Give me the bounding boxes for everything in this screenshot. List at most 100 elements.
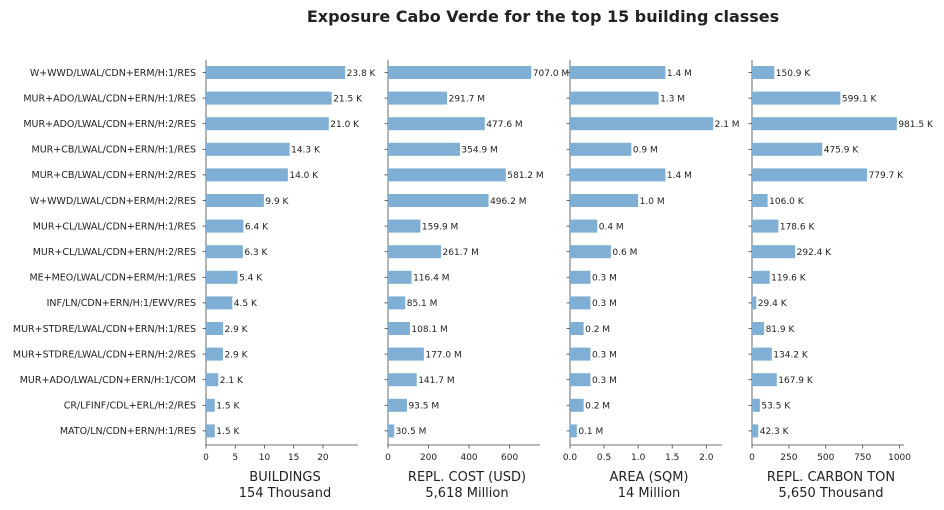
x-axis-label: AREA (SQM): [609, 470, 688, 485]
data-label: 93.5 M: [408, 402, 439, 412]
data-label: 29.4 K: [758, 299, 788, 309]
x-tick-label: 500: [817, 453, 834, 463]
x-tick-label: 1.5: [665, 453, 679, 463]
data-label: 292.4 K: [797, 248, 833, 258]
bar: [388, 322, 410, 335]
category-label: W+WWD/LWAL/CDN+ERM/H:1/RES: [30, 68, 196, 79]
x-tick-label: 20: [317, 453, 329, 463]
category-label: CR/LFINF/CDL+ERL/H:2/RES: [64, 401, 196, 412]
data-label: 291.7 M: [449, 94, 485, 104]
x-tick-label: 10: [259, 453, 271, 463]
data-label: 4.5 K: [234, 299, 258, 309]
panel-total: 14 Million: [618, 486, 681, 501]
data-label: 0.3 M: [592, 376, 617, 386]
chart-title: Exposure Cabo Verde for the top 15 build…: [306, 7, 780, 26]
data-label: 6.3 K: [244, 248, 268, 258]
data-label: 42.3 K: [760, 427, 790, 437]
bar: [388, 424, 395, 438]
bar: [206, 322, 223, 335]
bar: [752, 373, 777, 387]
data-label: 30.5 M: [396, 427, 427, 437]
data-label: 85.1 M: [407, 299, 438, 309]
bar: [752, 66, 775, 79]
category-label: ME+MEO/LWAL/CDN+ERM/H:1/RES: [29, 273, 196, 284]
bar: [206, 142, 290, 156]
x-tick-label: 1000: [888, 453, 911, 463]
bar: [570, 424, 577, 438]
category-label: MUR+STDRE/LWAL/CDN+ERN/H:2/RES: [13, 349, 196, 360]
bar: [388, 398, 407, 412]
data-label: 0.9 M: [633, 146, 658, 156]
data-label: 119.6 K: [771, 274, 807, 284]
bar: [206, 296, 233, 310]
x-axis-label: REPL. CARBON TON: [767, 470, 895, 485]
data-label: 106.0 K: [769, 197, 805, 207]
data-label: 0.2 M: [585, 325, 610, 335]
data-label: 599.1 K: [842, 94, 878, 104]
data-label: 0.3 M: [592, 350, 617, 360]
data-label: 14.3 K: [291, 146, 321, 156]
bar: [570, 117, 714, 131]
category-label: MUR+CL/LWAL/CDN+ERN/H:2/RES: [33, 247, 196, 258]
x-tick-label: 5: [232, 453, 238, 463]
bar: [206, 398, 215, 412]
data-label: 1.5 K: [216, 427, 240, 437]
bar: [570, 142, 632, 156]
data-label: 0.3 M: [592, 274, 617, 284]
bar: [388, 373, 417, 387]
category-label: MATO/LN/CDN+ERN/H:1/RES: [60, 426, 196, 437]
data-label: 21.0 K: [330, 120, 360, 130]
data-label: 141.7 M: [418, 376, 454, 386]
bar: [570, 270, 591, 284]
x-tick-label: 250: [780, 453, 797, 463]
bar: [388, 219, 421, 233]
bar: [570, 322, 584, 335]
x-axis-label: BUILDINGS: [249, 470, 320, 485]
data-label: 1.3 M: [660, 94, 685, 104]
data-label: 21.5 K: [333, 94, 363, 104]
data-label: 261.7 M: [443, 248, 479, 258]
panel-total: 5,650 Thousand: [779, 486, 884, 501]
bar: [752, 270, 770, 284]
x-tick-label: 2.0: [699, 453, 714, 463]
data-label: 581.2 M: [507, 171, 543, 181]
data-label: 178.6 K: [780, 222, 816, 232]
category-label: MUR+CL/LWAL/CDN+ERN/H:1/RES: [33, 221, 196, 232]
data-label: 81.9 K: [766, 325, 796, 335]
data-label: 2.9 K: [224, 350, 248, 360]
bar: [206, 91, 332, 105]
x-axis-label: REPL. COST (USD): [408, 470, 526, 485]
category-label: MUR+ADO/LWAL/CDN+ERN/H:1/COM: [20, 375, 196, 386]
data-label: 5.4 K: [239, 274, 263, 284]
x-tick-label: 400: [460, 453, 477, 463]
data-label: 23.8 K: [347, 69, 377, 79]
bar: [752, 347, 772, 361]
bar: [570, 168, 666, 182]
bar: [388, 347, 424, 361]
data-label: 779.7 K: [869, 171, 905, 181]
bar: [206, 219, 244, 233]
bar: [388, 245, 442, 259]
data-label: 1.5 K: [216, 402, 240, 412]
data-label: 0.4 M: [599, 222, 624, 232]
bar: [752, 245, 796, 259]
bar: [570, 245, 611, 259]
bar: [570, 66, 666, 79]
bar: [388, 296, 406, 310]
bar: [206, 66, 346, 79]
data-label: 0.1 M: [578, 427, 603, 437]
bar: [388, 270, 412, 284]
data-label: 1.4 M: [667, 69, 692, 79]
data-label: 2.1 K: [220, 376, 244, 386]
data-label: 2.1 M: [715, 120, 740, 130]
x-tick-label: 0: [203, 453, 209, 463]
data-label: 0.3 M: [592, 299, 617, 309]
data-label: 707.0 M: [533, 69, 569, 79]
bar: [206, 245, 243, 259]
bar: [752, 91, 841, 105]
bar: [752, 117, 897, 131]
bar: [752, 296, 757, 310]
data-label: 116.4 M: [413, 274, 449, 284]
panel-total: 154 Thousand: [239, 486, 332, 501]
